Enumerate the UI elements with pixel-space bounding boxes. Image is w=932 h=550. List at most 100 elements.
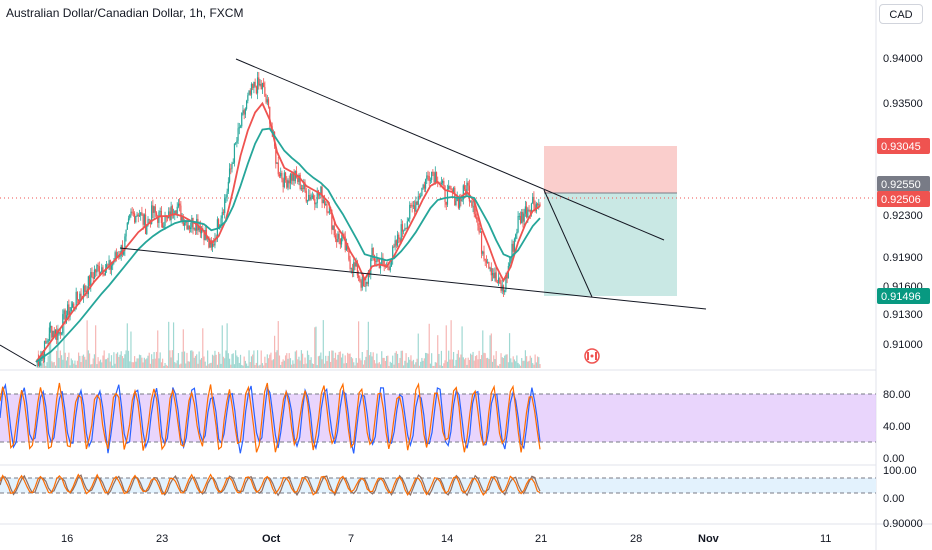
candle-body xyxy=(92,276,94,279)
upper-trendline[interactable] xyxy=(235,58,665,241)
volume-bar xyxy=(527,361,529,368)
take-profit-zone[interactable] xyxy=(544,193,677,296)
volume-bar xyxy=(417,333,419,368)
stoch2-tick: 100.00 xyxy=(883,465,917,477)
volume-bar xyxy=(179,364,181,368)
candle-body xyxy=(102,267,104,275)
target-price-tag[interactable]: 0.91496 xyxy=(877,288,930,304)
volume-bar xyxy=(92,358,94,368)
volume-bar xyxy=(218,351,220,368)
volume-bar xyxy=(362,364,365,368)
last-price-tag[interactable]: 0.92506 xyxy=(877,191,930,207)
volume-bar xyxy=(367,321,369,368)
candle-body xyxy=(220,218,222,225)
volume-bar xyxy=(280,364,282,368)
stoch-tick: 40.00 xyxy=(883,421,911,433)
candle-body xyxy=(233,143,236,163)
candle-body xyxy=(190,227,192,230)
candle-body xyxy=(302,188,304,189)
candle-body xyxy=(405,228,407,230)
candle-body xyxy=(539,204,541,207)
volume-bar xyxy=(328,351,330,368)
volume-bar xyxy=(396,353,399,368)
volume-bar xyxy=(488,358,490,368)
volume-bar xyxy=(46,362,48,368)
volume-bar xyxy=(499,364,501,368)
volume-bar xyxy=(73,363,75,368)
volume-bar xyxy=(197,363,199,368)
volume-bar xyxy=(165,364,167,368)
volume-bar xyxy=(253,350,255,368)
volume-bar xyxy=(317,356,320,368)
candle-body xyxy=(527,209,529,218)
candle-body xyxy=(399,238,401,243)
volume-bar xyxy=(405,353,407,368)
volume-bar xyxy=(496,365,498,368)
candle-body xyxy=(287,180,289,188)
volume-bar xyxy=(258,365,260,368)
volume-bar xyxy=(332,350,334,368)
volume-bar xyxy=(295,350,298,368)
stop-price-tag[interactable]: 0.93045 xyxy=(877,138,930,154)
volume-bar xyxy=(401,350,404,368)
volume-bar xyxy=(250,356,253,368)
volume-bar xyxy=(56,350,58,368)
stoch2-tick: 0.00 xyxy=(883,493,904,505)
volume-bar xyxy=(166,365,169,368)
candle-body xyxy=(354,262,356,267)
volume-bar xyxy=(84,356,86,368)
candle-body xyxy=(108,260,110,266)
volume-bar xyxy=(226,323,228,368)
volume-bar xyxy=(523,360,525,368)
volume-bar xyxy=(443,363,445,368)
lower-trendline[interactable] xyxy=(119,247,707,310)
volume-bar xyxy=(466,364,468,368)
currency-selector[interactable]: CAD xyxy=(879,4,923,24)
candle-body xyxy=(490,267,492,276)
volume-bar xyxy=(495,351,497,368)
time-axis[interactable]: 16 23 Oct 7 14 21 28 Nov 11 xyxy=(61,533,831,545)
candle-body xyxy=(332,225,334,230)
volume-bar xyxy=(351,358,354,368)
volume-bar xyxy=(230,364,232,368)
entry-price-tag[interactable]: 0.92550 xyxy=(877,176,930,192)
volume-bar xyxy=(427,353,429,368)
candle-body xyxy=(344,236,346,251)
candle-body xyxy=(494,272,496,279)
volume-bar xyxy=(107,357,109,368)
date-tick: Oct xyxy=(262,533,281,545)
volume-bar xyxy=(114,363,116,368)
volume-bar xyxy=(410,355,412,368)
volume-bar xyxy=(110,355,113,368)
candle-body xyxy=(515,234,517,239)
candle-body xyxy=(237,128,239,141)
candle-body xyxy=(114,252,116,262)
volume-bar xyxy=(326,361,328,368)
candle-body xyxy=(246,100,248,109)
stop-loss-zone[interactable] xyxy=(544,146,677,193)
volume-bar xyxy=(208,364,210,368)
candle-body xyxy=(121,245,124,255)
early-trendline[interactable] xyxy=(0,344,37,367)
volume-bar xyxy=(476,355,478,368)
stoch-tick: 0.00 xyxy=(883,453,904,465)
volume-bar xyxy=(516,355,518,368)
candle-body xyxy=(228,168,231,182)
stoch2-d-line xyxy=(0,473,541,496)
candle-body xyxy=(523,213,525,222)
candle-body xyxy=(60,333,63,335)
volume-bar xyxy=(518,364,520,368)
date-tick: 28 xyxy=(630,533,642,545)
volume-bar xyxy=(242,365,244,368)
projection-line[interactable] xyxy=(543,189,593,298)
candle-body xyxy=(276,162,278,164)
canada-flag-icon[interactable] xyxy=(584,348,600,364)
candle-body xyxy=(50,325,52,328)
candle-body xyxy=(355,261,357,267)
volume-bar xyxy=(478,350,480,368)
volume-bar xyxy=(373,360,376,368)
candle-body xyxy=(454,187,456,206)
volume-bar xyxy=(365,356,367,368)
candle-body xyxy=(88,276,91,287)
